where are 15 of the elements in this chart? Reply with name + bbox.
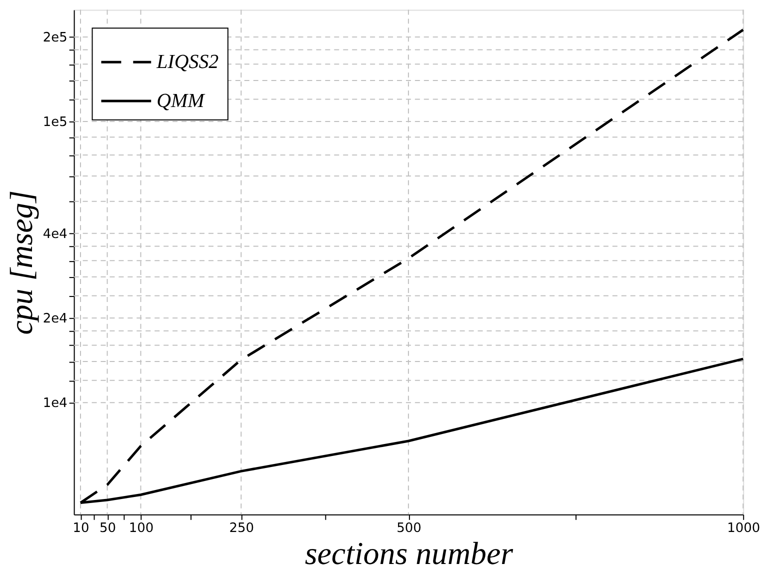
legend-label: QMM (156, 90, 206, 112)
x-tick-label: 50 (100, 520, 116, 536)
y-tick-label: 2e4 (42, 311, 68, 326)
legend-label: LIQSS2 (156, 51, 219, 74)
x-tick-label: 100 (128, 520, 154, 536)
y-tick-label: 1e4 (42, 396, 68, 412)
y-tick-label: 1e5 (42, 115, 68, 130)
x-tick-label: 250 (229, 520, 254, 536)
x-tick-label: 1000 (727, 520, 760, 536)
y-tick-label: 2e5 (42, 30, 68, 46)
y-tick-label: 4e4 (42, 226, 68, 242)
y-axis-title: cpu [mseg] (4, 190, 39, 335)
x-tick-label: 10 (72, 520, 90, 536)
x-axis-title: sections number (304, 536, 514, 571)
x-tick-label: 500 (396, 520, 422, 536)
